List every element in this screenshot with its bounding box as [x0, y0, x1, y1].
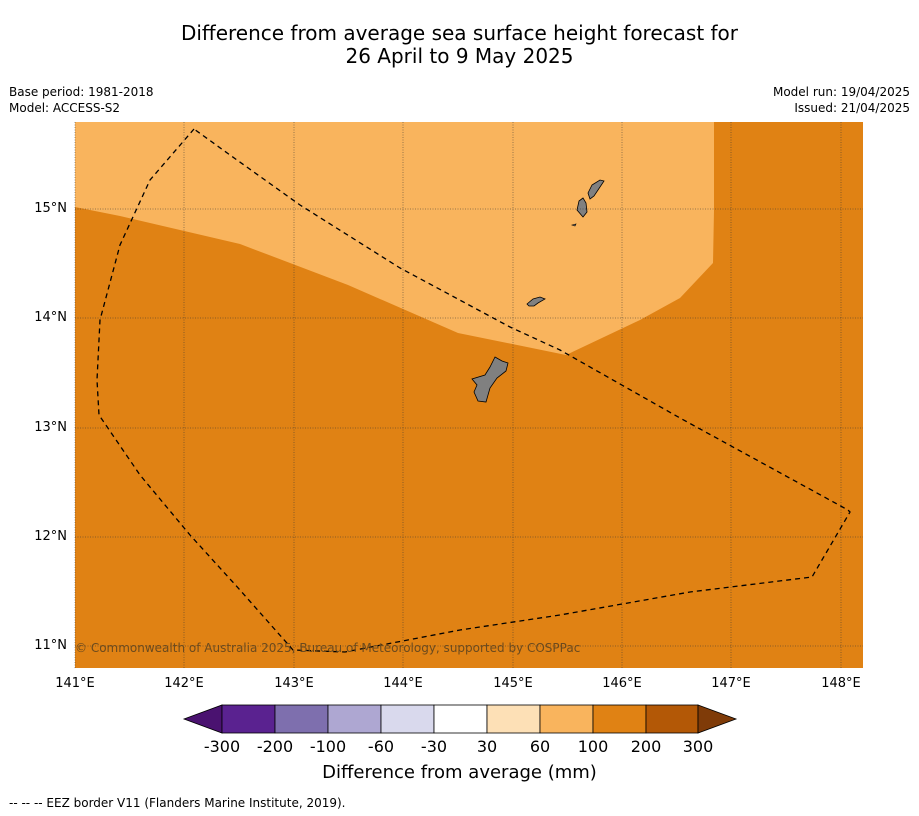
title-line-2: 26 April to 9 May 2025	[345, 44, 574, 68]
meta-left: Base period: 1981-2018 Model: ACCESS-S2	[9, 84, 154, 116]
colorbar-tick: 300	[682, 737, 714, 756]
lon-label: 142°E	[164, 676, 204, 691]
colorbar-label: Difference from average (mm)	[322, 762, 597, 783]
colorbar-tick: -300	[203, 737, 241, 756]
meta-right: Model run: 19/04/2025 Issued: 21/04/2025	[773, 84, 910, 116]
copyright-notice: © Commonwealth of Australia 2025, Bureau…	[75, 641, 581, 655]
rota-island	[526, 296, 546, 307]
colorbar-tick: 30	[476, 737, 498, 756]
guam-island	[471, 356, 509, 403]
lat-label: 12°N	[34, 529, 67, 544]
aguijan-islet	[570, 223, 577, 227]
lon-label: 143°E	[274, 676, 314, 691]
title-line-1: Difference from average sea surface heig…	[180, 21, 739, 45]
colorbar-seg-8	[592, 704, 647, 734]
lon-label: 141°E	[55, 676, 95, 691]
colorbar-seg-5	[433, 704, 488, 734]
colorbar-seg-7	[539, 704, 594, 734]
issued-date: Issued: 21/04/2025	[794, 101, 910, 115]
colorbar-tick: -30	[420, 737, 448, 756]
colorbar-seg-4	[380, 704, 435, 734]
gridlines	[74, 122, 863, 668]
colorbar-seg-6	[486, 704, 541, 734]
colorbar-seg-9	[645, 704, 699, 734]
colorbar-tick: 100	[577, 737, 609, 756]
colorbar-seg-2	[274, 704, 329, 734]
model-run: Model run: 19/04/2025	[772, 85, 910, 99]
colorbar-tick: 60	[529, 737, 551, 756]
colorbar-tick: -200	[256, 737, 294, 756]
lon-label: 146°E	[602, 676, 642, 691]
colorbar-extend-high	[697, 704, 738, 734]
lon-label: 147°E	[711, 676, 751, 691]
colorbar-tick: -100	[309, 737, 347, 756]
colorbar-extend-low	[182, 704, 223, 734]
colorbar-tick: -60	[367, 737, 395, 756]
tinian-island	[576, 197, 588, 218]
lat-label: 11°N	[34, 638, 67, 653]
map-title: Difference from average sea surface heig…	[0, 22, 919, 68]
lon-label: 144°E	[383, 676, 423, 691]
lat-label: 13°N	[34, 420, 67, 435]
lat-label: 15°N	[34, 201, 67, 216]
base-period: Base period: 1981-2018	[9, 85, 154, 99]
lon-label: 145°E	[493, 676, 533, 691]
lon-label: 148°E	[821, 676, 861, 691]
colorbar-seg-1	[221, 704, 276, 734]
model-name: Model: ACCESS-S2	[9, 101, 121, 115]
lat-label: 14°N	[34, 310, 67, 325]
anomaly-band-60-100	[75, 122, 714, 355]
saipan-island	[587, 179, 605, 200]
eez-legend-note: -- -- -- EEZ border V11 (Flanders Marine…	[9, 796, 346, 810]
colorbar-seg-3	[327, 704, 382, 734]
colorbar	[182, 704, 738, 734]
colorbar-tick: 200	[630, 737, 662, 756]
